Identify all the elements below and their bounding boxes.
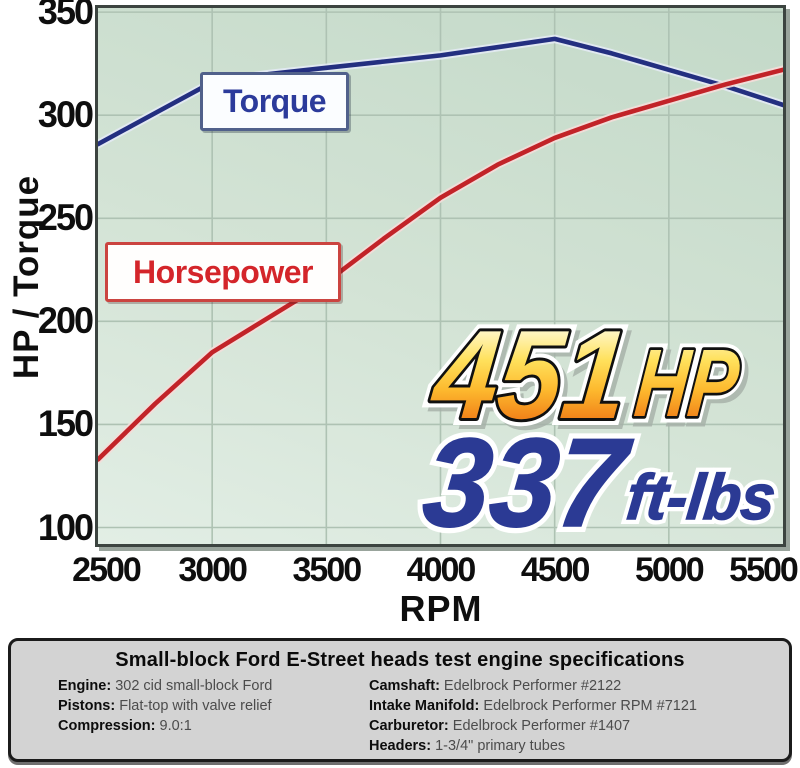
spec-label: Carburetor: [369, 718, 449, 734]
spec-value: Edelbrock Performer #1407 [448, 718, 631, 734]
horsepower-series-label-text: Horsepower [133, 253, 313, 290]
torque-value-casing: 337 [417, 412, 637, 544]
hp-peak-callout: 451 HP 451 HP 451 HP [418, 308, 754, 456]
spec-value: Flat-top with valve relief [115, 698, 272, 714]
plot-area: 451 HP 451 HP 451 HP 337 ft-lbs 337 ft-l… [95, 5, 786, 547]
spec-value: 302 cid small-block Ford [111, 678, 273, 694]
torque-series-label: Torque [200, 72, 349, 131]
spec-column-left: Engine: 302 cid small-block Ford Pistons:… [58, 676, 272, 736]
hp-value-text: 451 [425, 308, 635, 445]
spec-value: Edelbrock Performer RPM #7121 [479, 698, 697, 714]
spec-label: Intake Manifold: [369, 698, 480, 714]
y-tick-label: 300 [37, 93, 94, 136]
spec-row: Camshaft: Edelbrock Performer #2122 [369, 676, 697, 696]
spec-row: Compression: 9.0:1 [58, 716, 272, 736]
spec-value: 9.0:1 [155, 718, 192, 734]
spec-value: Edelbrock Performer #2122 [439, 678, 622, 694]
x-axis-title: RPM [399, 588, 483, 629]
y-tick-label: 350 [37, 0, 94, 33]
power-callout: 451 HP 451 HP 451 HP 337 ft-lbs 337 ft-l… [411, 308, 780, 544]
y-tick-label: 200 [37, 299, 94, 342]
y-axis-title: HP / Torque [7, 174, 46, 380]
spec-value: 1-3/4" primary tubes [431, 738, 566, 754]
spec-label: Camshaft: [369, 678, 440, 694]
spec-column-right: Camshaft: Edelbrock Performer #2122 Intak… [369, 676, 697, 756]
spec-label: Pistons: [58, 698, 116, 714]
horsepower-series-label: Horsepower [105, 242, 341, 302]
spec-columns: Engine: 302 cid small-block Ford Pistons:… [11, 676, 789, 762]
hp-unit-text: HP [630, 330, 744, 437]
torque-unit-casing: ft-lbs [623, 461, 779, 533]
spec-row: Engine: 302 cid small-block Ford [58, 676, 272, 696]
x-tick-label: 2500 [72, 551, 142, 589]
x-tick-label: 5000 [635, 551, 705, 589]
x-tick-label: 4000 [406, 551, 477, 589]
spec-label: Engine: [58, 678, 112, 694]
spec-row: Pistons: Flat-top with valve relief [58, 696, 272, 716]
hp-value-shadow: 451 [429, 309, 639, 450]
torque-peak-callout: 337 ft-lbs 337 ft-lbs [411, 406, 780, 544]
x-tick-label: 3500 [292, 551, 363, 589]
spec-row: Intake Manifold: Edelbrock Performer RPM… [369, 696, 697, 716]
torque-value-text: 337 [417, 412, 637, 544]
engine-spec-panel: Small-block Ford E-Street heads test eng… [8, 638, 792, 762]
spec-panel-title: Small-block Ford E-Street heads test eng… [115, 649, 685, 671]
y-tick-label: 100 [37, 506, 94, 548]
x-tick-label: 4500 [520, 551, 591, 589]
spec-row: Headers: 1-3/4" primary tubes [369, 736, 697, 756]
hp-unit-casing: HP [630, 330, 744, 437]
x-tick-label: 5500 [729, 551, 799, 589]
hp-value-casing: 451 [425, 308, 635, 445]
spec-label: Headers: [369, 738, 432, 754]
hp-unit-shadow: HP [635, 335, 749, 442]
torque-series-label-text: Torque [222, 83, 327, 119]
torque-unit-text: ft-lbs [623, 461, 779, 533]
x-tick-label: 3000 [178, 551, 248, 589]
spec-label: Compression: [58, 718, 156, 734]
spec-row: Carburetor: Edelbrock Performer #1407 [369, 716, 697, 736]
y-tick-label: 250 [37, 196, 94, 239]
y-tick-label: 150 [37, 403, 94, 445]
